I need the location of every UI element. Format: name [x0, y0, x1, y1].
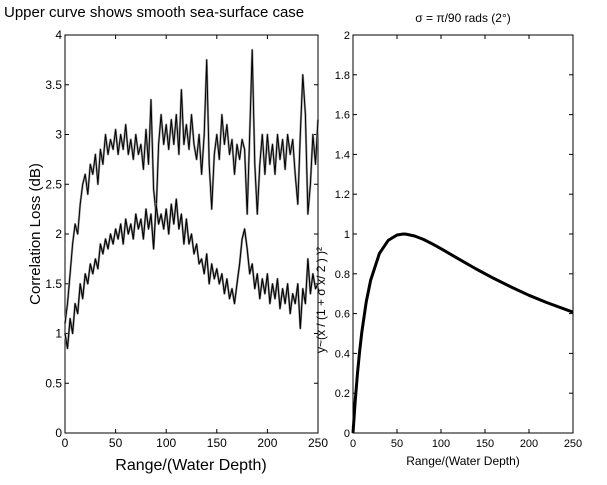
x-tick-label: 0 — [350, 438, 356, 450]
x-tick-label: 150 — [207, 436, 227, 450]
y-tick-label: 1.2 — [335, 189, 350, 201]
right-chart-ylabel: y~(x / (1 + σ x/ 2 ) )² — [314, 247, 328, 353]
plot-frame — [352, 34, 574, 434]
y-tick-label: 2 — [344, 30, 350, 42]
y-tick-label: 1.4 — [335, 149, 350, 161]
x-tick-label: 50 — [109, 436, 123, 450]
y-tick-label: 0.6 — [335, 309, 350, 321]
y-tick-label: 1.6 — [335, 110, 350, 122]
right-chart: σ = π/90 rads (2°) Range/(Water Depth) y… — [314, 11, 582, 468]
y-tick-label: 0.8 — [335, 269, 350, 281]
y-tick-label: 1 — [344, 229, 350, 241]
y-tick-label: 0 — [55, 426, 62, 440]
x-tick-label: 50 — [391, 438, 403, 450]
series-line — [64, 198, 319, 349]
y-tick-label: 1.8 — [335, 70, 350, 82]
y-tick-label: 0.5 — [45, 376, 62, 390]
series-line — [64, 49, 319, 324]
x-tick-label: 250 — [564, 438, 582, 450]
x-tick-label: 0 — [62, 436, 69, 450]
y-tick-label: 2.5 — [45, 177, 62, 191]
series-line — [351, 232, 574, 434]
series-shadow — [63, 198, 319, 350]
left-chart: Upper curve shows smooth sea-surface cas… — [4, 4, 328, 474]
x-tick-label: 250 — [308, 436, 328, 450]
x-tick-label: 100 — [156, 436, 176, 450]
y-tick-label: 1 — [55, 327, 62, 341]
y-tick-label: 4 — [55, 28, 62, 42]
y-tick-label: 0.2 — [335, 388, 350, 400]
y-tick-label: 3.5 — [45, 78, 62, 92]
y-tick-label: 1.5 — [45, 277, 62, 291]
left-chart-title: Upper curve shows smooth sea-surface cas… — [4, 4, 304, 21]
x-tick-label: 100 — [432, 438, 450, 450]
right-chart-title: σ = π/90 rads (2°) — [415, 11, 511, 25]
x-tick-label: 150 — [476, 438, 494, 450]
series-shadow — [63, 48, 320, 324]
y-tick-label: 2 — [55, 227, 62, 241]
x-tick-label: 200 — [520, 438, 538, 450]
y-tick-label: 3 — [55, 128, 62, 142]
left-chart-ylabel: Correlation Loss (dB) — [27, 163, 44, 305]
y-tick-label: 0.4 — [335, 348, 350, 360]
left-chart-xlabel: Range/(Water Depth) — [115, 457, 266, 474]
right-chart-xlabel: Range/(Water Depth) — [406, 454, 520, 468]
y-tick-label: 0 — [344, 428, 350, 440]
x-tick-label: 200 — [257, 436, 277, 450]
